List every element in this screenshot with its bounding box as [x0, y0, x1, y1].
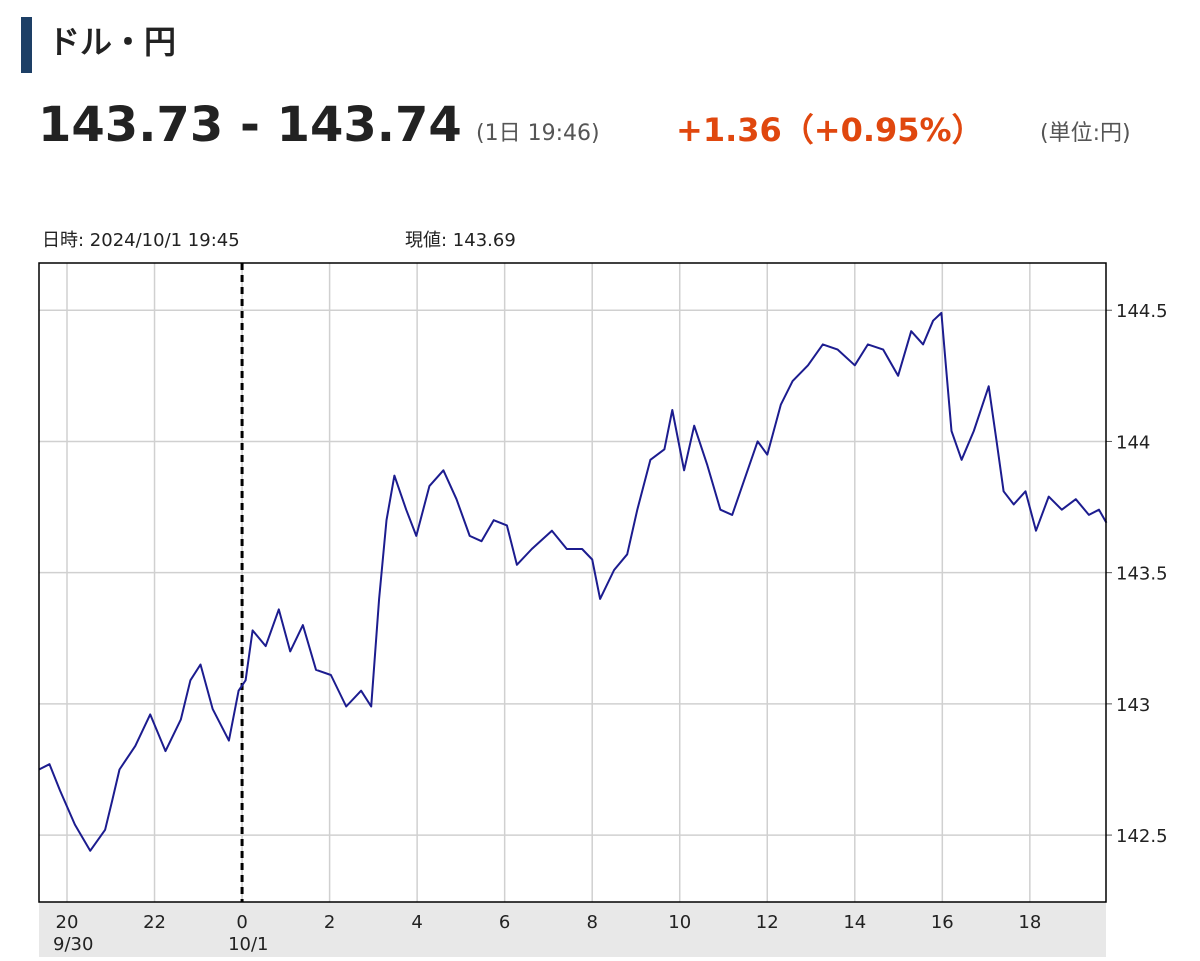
x-tick-label: 14	[843, 912, 866, 933]
date-label: 10/1	[228, 934, 268, 955]
time: (1日 19:46)	[476, 121, 600, 146]
x-tick-label: 0	[236, 912, 247, 933]
change: +1.36（+0.95%）	[676, 111, 984, 149]
x-tick-label: 18	[1018, 912, 1041, 933]
y-tick-label: 143	[1116, 695, 1150, 716]
title-bar	[21, 17, 32, 73]
x-tick-label: 8	[586, 912, 597, 933]
x-tick-label: 22	[143, 912, 166, 933]
unit: (単位:円)	[1040, 121, 1131, 146]
info-datetime: 日時: 2024/10/1 19:45	[42, 230, 240, 251]
date-label: 9/30	[53, 934, 93, 955]
x-tick-label: 16	[931, 912, 954, 933]
price-line	[38, 311, 1108, 852]
plot-border	[38, 262, 1107, 903]
x-tick-label: 6	[499, 912, 510, 933]
x-tick-label: 20	[56, 912, 79, 933]
y-tick-label: 142.5	[1116, 826, 1168, 847]
page-title: ドル・円	[48, 23, 176, 61]
x-tick-label: 10	[668, 912, 691, 933]
price: 143.73 - 143.74	[38, 97, 462, 153]
y-tick-label: 144	[1116, 432, 1150, 453]
y-tick-label: 143.5	[1116, 564, 1168, 585]
x-tick-label: 4	[411, 912, 422, 933]
x-tick-label: 12	[756, 912, 779, 933]
info-current: 現値: 143.69	[405, 230, 516, 251]
x-axis-strip	[39, 902, 1106, 957]
y-tick-label: 144.5	[1116, 301, 1168, 322]
x-tick-label: 2	[324, 912, 335, 933]
